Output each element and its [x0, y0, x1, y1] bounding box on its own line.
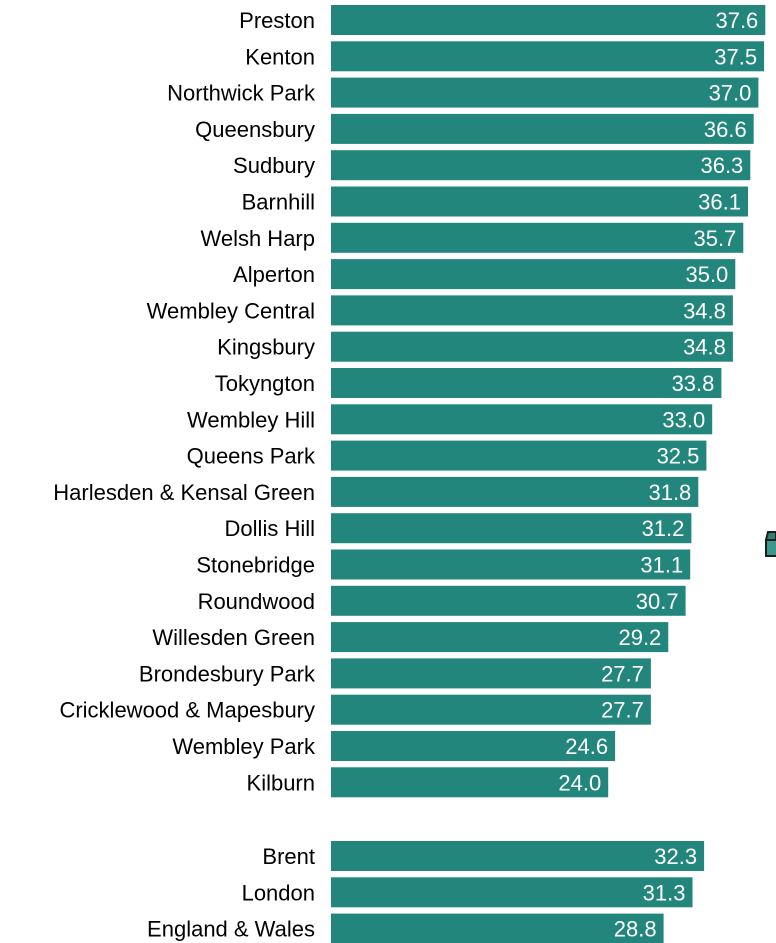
category-label: Sudbury — [233, 153, 315, 178]
category-label: Wembley Park — [172, 734, 316, 759]
category-label: Queensbury — [195, 117, 315, 142]
category-label: Harlesden & Kensal Green — [53, 480, 315, 505]
category-label: Stonebridge — [196, 553, 315, 578]
bar-value-label: 34.8 — [683, 335, 726, 360]
bar-value-label: 28.8 — [614, 917, 657, 942]
category-label: Kilburn — [247, 770, 315, 795]
bar-value-label: 33.0 — [662, 407, 705, 432]
category-label: Alperton — [233, 262, 315, 287]
bar-value-label: 33.8 — [672, 371, 715, 396]
bar — [331, 259, 735, 289]
bar — [331, 841, 704, 871]
bar — [331, 223, 743, 253]
bar — [331, 877, 693, 907]
bar-value-label: 37.5 — [714, 44, 757, 69]
category-label: Tokyngton — [215, 371, 315, 396]
bar-value-label: 36.6 — [704, 117, 747, 142]
bars-layer — [331, 5, 765, 943]
bar-value-label: 34.8 — [683, 298, 726, 323]
category-label: Queens Park — [187, 444, 316, 469]
bar-value-label: 24.6 — [565, 734, 608, 759]
category-label: England & Wales — [147, 917, 315, 942]
bar — [331, 78, 758, 108]
bar — [331, 5, 765, 35]
bar — [331, 295, 733, 325]
category-label: Dollis Hill — [225, 516, 315, 541]
bar-value-label: 32.5 — [657, 444, 700, 469]
bar-value-label: 31.1 — [640, 553, 683, 578]
category-label: Kenton — [245, 44, 315, 69]
bar-value-label: 37.0 — [709, 81, 752, 106]
category-label: Brondesbury Park — [139, 661, 316, 686]
category-label: Cricklewood & Mapesbury — [59, 698, 315, 723]
bar — [331, 368, 721, 398]
bar — [331, 404, 712, 434]
bar-value-label: 36.3 — [700, 153, 743, 178]
category-label: Welsh Harp — [200, 226, 315, 251]
bar-value-label: 32.3 — [654, 844, 697, 869]
bar-value-label: 36.1 — [698, 190, 741, 215]
bar-value-label: 29.2 — [618, 625, 661, 650]
labels-layer: 37.6 Preston 37.5 Kenton 37.0 Northwick Park 3… — [53, 8, 758, 942]
category-label: Kingsbury — [217, 335, 315, 360]
bar — [331, 41, 764, 71]
bar-value-label: 35.7 — [693, 226, 736, 251]
category-label: Roundwood — [198, 589, 315, 614]
category-label: London — [242, 880, 315, 905]
bar-value-label: 35.0 — [685, 262, 728, 287]
bar — [331, 550, 690, 580]
bar-value-label: 24.0 — [558, 770, 601, 795]
partial-clipart-icon — [762, 530, 776, 564]
bar — [331, 513, 691, 543]
bar — [331, 477, 698, 507]
bar — [331, 332, 733, 362]
category-label: Wembley Central — [147, 298, 315, 323]
bar-value-label: 30.7 — [636, 589, 679, 614]
bar-value-label: 27.7 — [601, 661, 644, 686]
category-label: Barnhill — [242, 190, 315, 215]
bar-value-label: 37.6 — [715, 8, 758, 33]
bar — [331, 114, 754, 144]
category-label: Northwick Park — [167, 81, 316, 106]
bar-value-label: 27.7 — [601, 698, 644, 723]
bar — [331, 150, 750, 180]
category-label: Willesden Green — [152, 625, 315, 650]
category-label: Preston — [239, 8, 315, 33]
bar-value-label: 31.8 — [648, 480, 691, 505]
bar-value-label: 31.3 — [643, 880, 686, 905]
bar — [331, 187, 748, 217]
bar — [331, 586, 686, 616]
bar-value-label: 31.2 — [642, 516, 685, 541]
bar — [331, 441, 706, 471]
category-label: Brent — [262, 844, 315, 869]
category-label: Wembley Hill — [187, 407, 315, 432]
